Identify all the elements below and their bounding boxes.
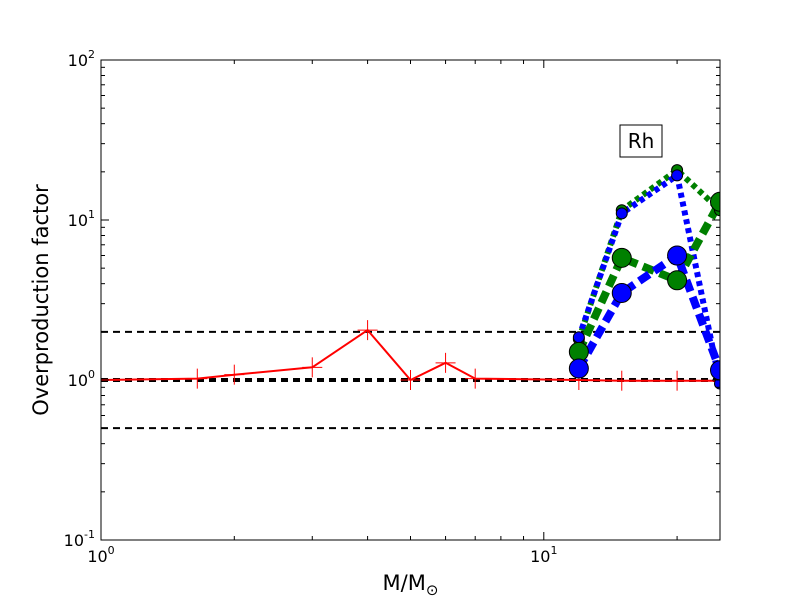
series-0-point-11 <box>710 370 720 391</box>
x-tick-label-1: 101 <box>530 544 557 566</box>
series-line-3 <box>575 199 720 354</box>
y-axis-label: Overproduction factor <box>29 184 53 416</box>
series-layer <box>101 167 720 385</box>
annotation-label: Rh <box>628 129 655 153</box>
series-3-point-3 <box>710 191 720 212</box>
series-0-point-10 <box>667 370 688 391</box>
x-axis-label: M/M⊙ <box>383 571 439 599</box>
series-3-point-0 <box>568 341 589 362</box>
series-0-point-4 <box>357 320 378 341</box>
series-0-point-9 <box>611 370 632 391</box>
series-2-point-1 <box>615 207 628 220</box>
series-3-point-2 <box>667 270 688 291</box>
annotation-box: Rh <box>619 124 663 158</box>
series-2-point-0 <box>572 331 585 344</box>
series-0-point-1 <box>187 368 208 389</box>
markers-layer <box>101 164 720 391</box>
series-4-point-2 <box>667 245 688 266</box>
y-tick-label-1: 100 <box>68 368 95 390</box>
annotation-frame <box>619 124 663 158</box>
y-tick-label-2: 101 <box>68 208 95 230</box>
series-0-point-3 <box>302 357 323 378</box>
series-0-point-2 <box>224 364 245 385</box>
series-line-4 <box>575 251 720 372</box>
y-tick-label-0: 10-1 <box>64 528 95 550</box>
series-3-point-1 <box>611 247 632 268</box>
series-4-point-3 <box>710 360 720 381</box>
series-4-point-1 <box>611 282 632 303</box>
series-line-2 <box>576 172 720 385</box>
series-0-point-5 <box>400 370 421 390</box>
y-tick-label-3: 102 <box>68 48 95 70</box>
x-tick-label-0: 100 <box>87 544 114 566</box>
series-0-point-6 <box>435 352 456 373</box>
series-0-point-7 <box>465 368 486 389</box>
series-2-point-2 <box>671 169 684 182</box>
series-4-point-0 <box>568 358 589 379</box>
series-2-point-3 <box>714 377 720 390</box>
